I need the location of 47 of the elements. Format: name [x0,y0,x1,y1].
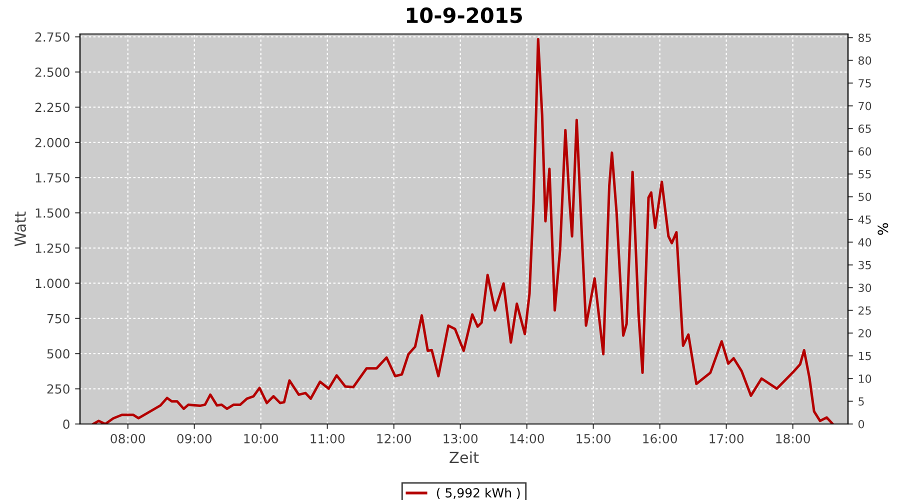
y2-tick-label: 70 [858,102,872,110]
y2-tick-label: 50 [858,192,872,202]
y-tick-label: 750 [47,314,70,324]
x-tick-label: 18:00 [776,434,810,444]
y-tick-label: 0 [63,419,70,429]
x-axis-title: Zeit [450,451,479,464]
y2-tick-label: 80 [858,56,872,65]
y-tick-label: 250 [47,384,70,394]
y-tick-label: 2.000 [35,138,70,148]
y2-tick-label: 30 [858,284,872,292]
y2-tick-label: 15 [858,352,871,360]
x-tick-label: 16:00 [643,434,678,444]
x-tick-label: 11:00 [310,434,345,444]
y2-tick-label: 10 [858,374,872,383]
y2-axis-title: % [878,223,888,235]
y2-tick-label: 75 [858,79,871,88]
legend-label: ( 5,992 kWh ) [436,488,520,500]
y-tick-label: 500 [47,349,70,359]
x-tick-label: 17:00 [710,434,744,444]
y2-tick-label: 5 [858,397,864,406]
line-series [92,38,834,424]
y2-tick-label: 20 [858,329,872,338]
y2-tick-label: 65 [858,124,871,133]
y-tick-label: 2.500 [35,67,70,77]
x-tick-label: 09:00 [177,434,212,444]
y-tick-label: 1.250 [36,243,70,253]
x-tick-label: 14:00 [510,434,544,444]
y2-tick-label: 35 [858,260,871,270]
y-tick-label: 2.250 [35,102,70,112]
y2-tick-label: 60 [858,147,872,156]
y-tick-label: 1.000 [36,278,70,288]
x-tick-label: 15:00 [576,434,611,444]
x-tick-label: 08:00 [110,434,146,444]
x-tick-label: 12:00 [377,434,412,444]
y-axis-title: Watt [14,212,26,246]
y2-tick-label: 85 [858,34,871,42]
y-tick-label: 2.750 [35,32,70,42]
y2-tick-label: 0 [858,420,864,428]
y2-tick-label: 55 [858,170,871,178]
y2-tick-label: 45 [858,216,871,224]
y2-tick-label: 25 [858,306,871,315]
x-tick-label: 10:00 [244,434,278,444]
x-tick-label: 13:00 [444,434,478,444]
y2-tick-label: 40 [858,238,872,247]
chart-title: 10-9-2015 [406,7,522,24]
y-tick-label: 1.750 [36,173,70,183]
y-tick-label: 1.500 [36,208,70,218]
